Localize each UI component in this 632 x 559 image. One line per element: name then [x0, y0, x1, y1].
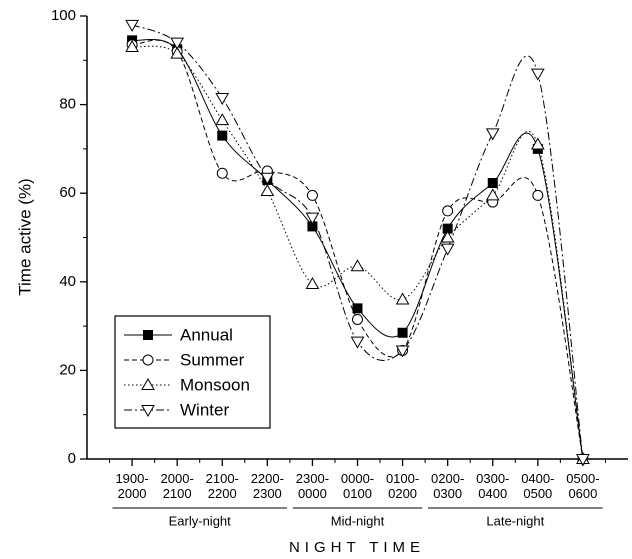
- legend: Annual Summer Monsoon Winter: [114, 315, 271, 429]
- x-tick-label: 2100-2200: [205, 471, 239, 501]
- series-line: [132, 39, 584, 460]
- group-label: Mid-night: [331, 513, 385, 528]
- y-tick-label: 80: [59, 96, 76, 113]
- marker: [141, 377, 155, 390]
- y-tick-label: 60: [59, 184, 76, 201]
- marker: [215, 92, 230, 105]
- marker: [215, 113, 230, 126]
- marker: [170, 46, 185, 59]
- marker: [440, 230, 455, 243]
- y-tick-label: 100: [51, 7, 76, 24]
- marker: [442, 205, 454, 217]
- marker: [143, 330, 153, 340]
- legend-label: Monsoon: [180, 375, 250, 394]
- marker: [350, 336, 365, 349]
- marker: [125, 40, 139, 53]
- marker: [576, 454, 590, 467]
- y-tick-label: 40: [59, 273, 76, 290]
- marker: [125, 19, 139, 32]
- group-label: Early-night: [169, 513, 232, 528]
- x-tick-label: 1900-2000: [115, 471, 149, 501]
- x-tick-label: 2300-0000: [295, 471, 330, 501]
- legend-label: Winter: [180, 400, 229, 419]
- x-tick-label: 2200-2300: [250, 471, 284, 501]
- marker: [260, 172, 275, 185]
- marker: [305, 212, 320, 225]
- marker: [260, 183, 275, 196]
- marker: [305, 277, 320, 290]
- legend-label: Annual: [180, 325, 233, 344]
- y-tick-label: 0: [68, 450, 76, 467]
- legend-label: Summer: [180, 350, 245, 369]
- marker: [306, 189, 318, 201]
- x-tick-label: 0500-0600: [566, 471, 600, 501]
- x-tick-label: 0000-0100: [340, 471, 375, 501]
- marker: [397, 327, 408, 338]
- marker: [485, 188, 500, 201]
- y-axis-title: Time active (%): [15, 178, 34, 295]
- marker: [395, 345, 410, 358]
- marker: [141, 405, 155, 418]
- marker: [440, 243, 455, 256]
- marker: [395, 292, 410, 305]
- x-tick-label: 0200-0300: [431, 471, 465, 501]
- x-axis-title: NIGHT TIME: [289, 539, 425, 556]
- marker: [216, 167, 228, 179]
- marker: [352, 313, 363, 325]
- group-label: Late-night: [486, 513, 544, 528]
- marker: [142, 354, 154, 366]
- x-tick-label: 0100-0200: [385, 471, 420, 501]
- marker: [170, 37, 185, 50]
- x-tick-label: 0400-0500: [521, 471, 555, 501]
- marker: [352, 303, 363, 314]
- marker: [350, 259, 365, 272]
- marker: [217, 130, 228, 141]
- x-tick-label: 2000-2100: [160, 471, 194, 501]
- marker: [487, 178, 498, 189]
- marker: [532, 189, 544, 201]
- marker: [530, 68, 545, 81]
- marker: [485, 128, 500, 141]
- y-tick-label: 20: [59, 361, 76, 378]
- marker: [530, 137, 545, 150]
- x-tick-label: 0300-0400: [476, 471, 510, 501]
